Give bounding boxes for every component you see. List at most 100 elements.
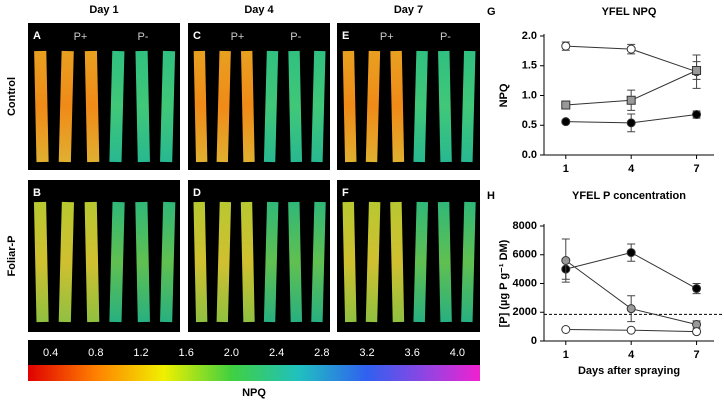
colorbar-tick-label: 3.2 [359, 347, 374, 359]
treatment-label: P- [290, 31, 301, 43]
colorbar-tick-label: 3.6 [405, 347, 420, 359]
marker [692, 327, 702, 337]
marker [561, 41, 571, 51]
panel-letter: A [33, 30, 41, 42]
colorbar-tick-label: 0.4 [43, 347, 58, 359]
leaf [288, 50, 303, 163]
row-label: Foliar-P [6, 236, 18, 277]
x-tick-label: 4 [628, 163, 635, 175]
y-axis-label: [P] (µg P g⁻¹ DM) [498, 239, 510, 327]
y-axis-label: NPQ [498, 83, 510, 107]
marker [626, 44, 636, 54]
leaf [288, 201, 303, 323]
marker [692, 110, 702, 120]
y-tick-label: 0 [531, 335, 537, 347]
colorbar-ticks-bg [28, 340, 480, 365]
y-tick-label: 8000 [513, 220, 537, 232]
marker [561, 100, 571, 110]
chart-title: YFEL P concentration [572, 190, 686, 202]
colorbar-tick-label: 2.8 [314, 347, 329, 359]
leaf [109, 201, 125, 323]
marker [692, 66, 702, 76]
x-tick-label: 1 [563, 349, 569, 361]
treatment-label: P+ [231, 31, 245, 43]
panel-letter: H [487, 190, 495, 202]
x-tick-label: 7 [694, 163, 700, 175]
colorbar-tick-label: 2.4 [269, 347, 284, 359]
colorbar-tick-label: 2.0 [224, 347, 239, 359]
treatment-label: P- [440, 31, 451, 43]
leaf [193, 201, 208, 323]
leaf [33, 201, 49, 323]
leaf [34, 50, 49, 163]
leaf [216, 201, 232, 323]
leaf [437, 201, 452, 323]
y-tick-label: 2.0 [522, 30, 537, 42]
leaf [390, 201, 405, 323]
panel-letter: G [487, 6, 496, 18]
marker [626, 304, 636, 314]
leaf [160, 50, 176, 163]
leaf [135, 201, 150, 323]
panel-letter: B [33, 187, 41, 199]
leaf [342, 50, 357, 163]
leaf [135, 50, 150, 163]
x-axis-label: Days after spraying [578, 365, 680, 377]
y-tick-label: 2000 [513, 306, 537, 318]
marker [626, 248, 636, 258]
leaf [84, 201, 100, 323]
panel-letter: C [193, 30, 201, 42]
leaf [240, 201, 255, 323]
image-panel [28, 180, 180, 332]
marker [561, 325, 571, 334]
panel-letter: E [342, 30, 349, 42]
marker [626, 95, 636, 105]
x-tick-label: 1 [563, 163, 569, 175]
image-panel [188, 180, 330, 332]
leaf [413, 201, 429, 323]
y-tick-label: 6000 [513, 249, 537, 261]
treatment-label: P- [137, 31, 148, 43]
leaf [461, 50, 476, 163]
leaf [241, 50, 255, 163]
y-tick-label: 1.5 [522, 60, 537, 72]
colorbar-label: NPQ [242, 387, 266, 399]
leaf [58, 201, 74, 323]
colorbar [28, 365, 480, 381]
leaf [193, 50, 208, 163]
leaf [365, 50, 381, 163]
y-tick-label: 4000 [513, 277, 537, 289]
image-panel [188, 23, 330, 170]
image-panels: A P+ P- Day 1 C P+ P- Day 4 E P+ P- Day 7 B D F [28, 4, 480, 332]
leaf [216, 50, 231, 163]
x-tick-label: 7 [694, 349, 700, 361]
image-panel [337, 180, 480, 332]
leaf [365, 201, 381, 323]
marker [626, 118, 636, 128]
colorbar-tick-label: 4.0 [450, 347, 465, 359]
leaf [160, 201, 176, 323]
column-label: Day 1 [89, 4, 118, 16]
y-tick-label: 1.0 [522, 89, 537, 101]
image-panel [28, 23, 180, 170]
leaf [311, 50, 326, 163]
leaf [263, 50, 279, 163]
leaf [84, 50, 100, 163]
treatment-label: P+ [380, 31, 394, 43]
column-label: Day 4 [244, 4, 274, 16]
leaf [311, 201, 326, 323]
marker [561, 256, 571, 265]
leaf [263, 201, 279, 323]
y-tick-label: 0.5 [522, 119, 537, 131]
leaf [58, 50, 74, 163]
leaf [461, 201, 476, 323]
image-panel [337, 23, 480, 170]
chart-title: YFEL NPQ [602, 6, 657, 18]
panel-letter: F [342, 187, 349, 199]
leaf [109, 50, 125, 163]
leaf [413, 50, 428, 163]
leaf [390, 50, 405, 163]
x-tick-label: 4 [628, 349, 635, 361]
marker [561, 117, 571, 127]
